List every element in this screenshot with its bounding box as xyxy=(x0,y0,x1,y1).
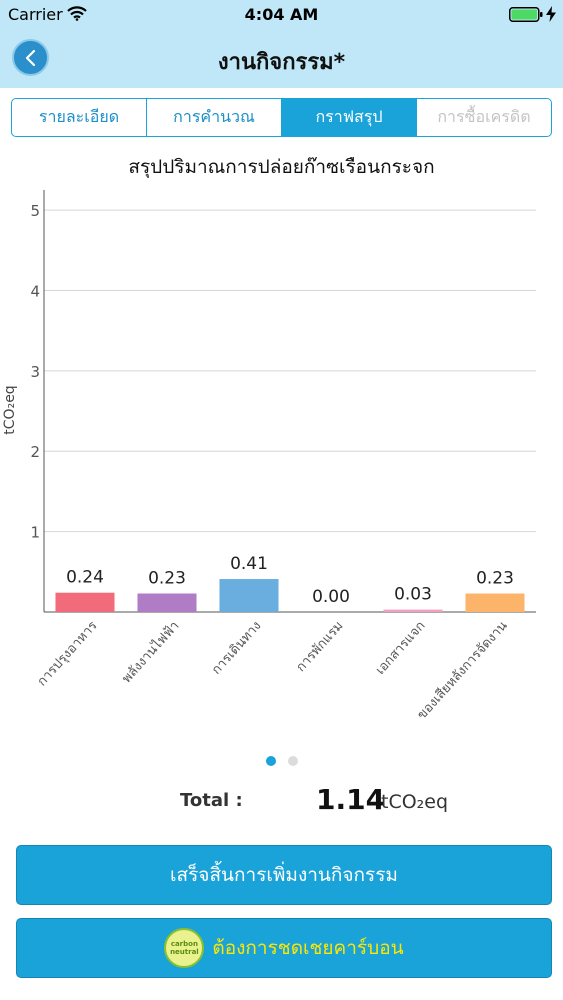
bar xyxy=(383,609,443,612)
x-tick-label: เอกสารแจก xyxy=(373,619,428,678)
tab-summary-chart[interactable]: กราฟสรุป xyxy=(282,99,417,136)
status-time: 4:04 AM xyxy=(244,5,319,24)
bar-value-label: 0.23 xyxy=(476,569,514,589)
bar-value-label: 0.03 xyxy=(394,585,432,605)
x-tick-label: พลังงานไฟฟ้า xyxy=(119,618,183,686)
page-dot-2[interactable] xyxy=(287,756,298,766)
y-tick-label: 2 xyxy=(30,443,40,461)
tab-buy-credit[interactable]: การซื้อเครดิต xyxy=(437,107,531,126)
status-bar: Carrier 4:04 AM xyxy=(0,0,563,30)
y-tick-label: 1 xyxy=(30,524,40,542)
x-tick-label: การเดินทาง xyxy=(209,619,264,678)
chart-card xyxy=(0,146,563,840)
bar-value-label: 0.23 xyxy=(148,569,186,589)
bar-value-label: 0.41 xyxy=(230,554,268,574)
bar-value-label: 0.24 xyxy=(66,568,104,588)
total-value: 1.14 xyxy=(316,783,386,816)
tab-bar: รายละเอียด การคำนวณ กราฟสรุป การซื้อเครด… xyxy=(11,98,552,137)
chart-title: สรุปปริมาณการปล่อยก๊าซเรือนกระจก xyxy=(128,156,435,178)
carrier-label: Carrier xyxy=(8,5,63,24)
x-tick-label: การพักแรม xyxy=(294,619,347,676)
y-tick-label: 5 xyxy=(30,202,40,220)
tab-calculation[interactable]: การคำนวณ xyxy=(147,99,282,136)
carbon-offset-label: ต้องการชดเชยคาร์บอน xyxy=(212,937,404,959)
y-axis-label: tCO₂eq xyxy=(2,385,18,434)
bar xyxy=(137,593,197,612)
page-title: งานกิจกรรม* xyxy=(217,50,346,75)
bar xyxy=(219,579,279,612)
charging-bolt-icon xyxy=(546,6,556,22)
finish-activity-button[interactable]: เสร็จสิ้นการเพิ่มงานกิจกรรม xyxy=(16,845,552,905)
carbon-neutral-badge-text: carbon neutral xyxy=(170,940,199,956)
total-unit: tCO₂eq xyxy=(381,791,449,813)
page-dot-1[interactable] xyxy=(265,756,276,766)
bar xyxy=(55,592,115,612)
y-tick-label: 3 xyxy=(30,363,40,381)
total-label: Total : xyxy=(180,790,243,811)
page-indicator xyxy=(0,756,563,766)
emissions-bar-chart: 1 2 3 4 5 tCO₂eq 0.24 การปรุงอาหาร 0.23 พลังงานไฟ… xyxy=(2,190,536,723)
back-button[interactable] xyxy=(12,39,49,76)
bar xyxy=(465,593,525,612)
navigation-bar: งานกิจกรรม* xyxy=(0,30,563,88)
wifi-icon xyxy=(67,6,87,21)
finish-activity-label: เสร็จสิ้นการเพิ่มงานกิจกรรม xyxy=(170,864,398,886)
x-tick-label: การปรุงอาหาร xyxy=(35,619,101,690)
tab-details[interactable]: รายละเอียด xyxy=(12,99,147,136)
y-tick-label: 4 xyxy=(30,282,40,300)
carbon-offset-button[interactable]: carbon neutral ต้องการชดเชยคาร์บอน xyxy=(16,918,552,978)
chevron-left-icon xyxy=(25,49,35,66)
x-tick-label: ของเสียหลังการจัดงาน xyxy=(414,618,511,723)
bar-value-label: 0.00 xyxy=(312,587,350,607)
battery-icon xyxy=(509,7,543,22)
carbon-neutral-leaf-icon: carbon neutral xyxy=(164,928,205,968)
